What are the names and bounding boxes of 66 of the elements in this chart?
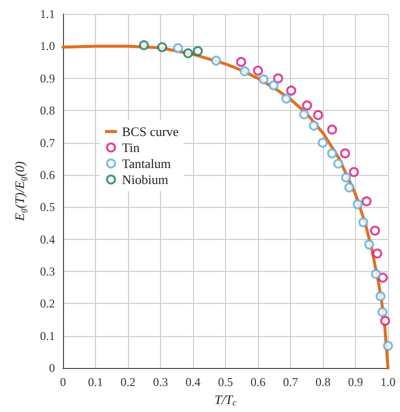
point xyxy=(273,73,284,84)
point xyxy=(378,272,388,283)
y-tick-label: 0.7 xyxy=(40,136,55,150)
x-tick-label: 0.1 xyxy=(88,375,103,390)
legend-label: Niobium xyxy=(122,172,168,187)
point xyxy=(286,86,296,96)
point xyxy=(352,199,363,210)
point xyxy=(362,196,372,206)
point xyxy=(318,138,328,148)
point xyxy=(258,74,269,84)
x-tick-label: 0.6 xyxy=(250,375,266,390)
y-tick-label: 0.8 xyxy=(40,104,55,118)
point xyxy=(192,46,203,56)
y-tick-label: 0 xyxy=(49,361,55,376)
y-tick-label: 0.4 xyxy=(40,232,55,246)
point xyxy=(333,158,344,169)
point xyxy=(313,110,324,120)
legend-label: Tantalum xyxy=(122,156,171,171)
y-axis-title: Eg(T)/Eg(0) xyxy=(12,161,28,222)
legend-label: Tin xyxy=(122,140,140,155)
point xyxy=(308,120,319,131)
legend-label: BCS curve xyxy=(122,124,179,139)
point xyxy=(240,66,250,76)
point xyxy=(281,94,292,104)
point xyxy=(341,172,352,183)
point xyxy=(370,269,381,280)
point xyxy=(383,340,393,351)
point xyxy=(253,66,263,76)
point xyxy=(370,226,380,236)
point xyxy=(344,182,354,193)
y-tick-label: 1.0 xyxy=(40,39,55,54)
point xyxy=(380,316,390,326)
x-tick-label: 0.8 xyxy=(316,375,330,390)
y-tick-label: 0.1 xyxy=(40,328,55,343)
point xyxy=(377,307,388,318)
y-tick-label: 0.6 xyxy=(40,168,55,182)
point xyxy=(173,43,184,54)
point xyxy=(358,217,368,228)
y-tick-label: 0.3 xyxy=(40,264,55,279)
y-tick-label: 0.9 xyxy=(40,71,55,86)
point xyxy=(211,56,222,66)
x-tick-label: 0.3 xyxy=(153,375,168,390)
point xyxy=(376,291,386,302)
x-tick-label: 0.9 xyxy=(348,375,363,390)
x-tick-label: 0.5 xyxy=(218,375,233,390)
x-tick-label: 0.2 xyxy=(120,375,136,390)
x-tick-label: 1.0 xyxy=(380,375,396,390)
point xyxy=(268,80,279,90)
point xyxy=(364,239,374,250)
x-tick-label: 0 xyxy=(60,375,66,390)
x-tick-label: 0.7 xyxy=(283,375,298,390)
point xyxy=(302,100,312,110)
point xyxy=(138,40,149,50)
point xyxy=(372,248,382,258)
y-tick-label: 0.2 xyxy=(40,296,55,311)
point xyxy=(157,42,168,52)
point xyxy=(327,124,338,135)
y-tick-label: 1.1 xyxy=(40,7,55,21)
point xyxy=(327,148,338,158)
point xyxy=(183,48,194,58)
point xyxy=(236,56,246,67)
point xyxy=(299,109,310,120)
y-tick-label: 0.5 xyxy=(40,200,55,214)
point xyxy=(340,148,350,158)
x-tick-label: 0.4 xyxy=(186,375,200,390)
point xyxy=(348,167,359,178)
